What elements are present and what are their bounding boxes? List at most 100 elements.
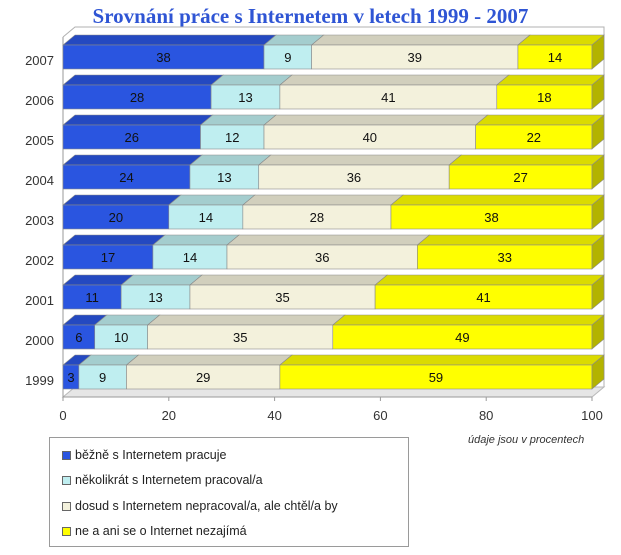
bar-segment bbox=[374, 284, 593, 310]
x-tick-label: 20 bbox=[162, 408, 176, 423]
legend-swatch bbox=[62, 475, 71, 485]
bar-segment-top bbox=[146, 314, 346, 326]
y-tick-label: 2007 bbox=[25, 53, 54, 68]
bar-segment-top bbox=[495, 74, 605, 86]
bar-segment-side bbox=[591, 74, 605, 110]
bar-segment-top bbox=[62, 194, 182, 206]
y-tick-label: 2006 bbox=[25, 93, 54, 108]
bar-segment bbox=[62, 204, 170, 230]
bar-segment bbox=[390, 204, 593, 230]
legend-item: ne a ani se o Internet nezajímá bbox=[62, 523, 247, 539]
legend: běžně s Internetem pracuje několikrát s … bbox=[49, 437, 409, 547]
data-label: 36 bbox=[347, 170, 361, 185]
x-tick-label: 100 bbox=[581, 408, 603, 423]
bar-segment bbox=[200, 124, 265, 150]
bar-segment bbox=[62, 164, 191, 190]
legend-swatch bbox=[62, 450, 71, 460]
y-tick-label: 2001 bbox=[25, 293, 54, 308]
data-label: 22 bbox=[527, 130, 541, 145]
y-tick-label: 2004 bbox=[25, 173, 54, 188]
legend-label: dosud s Internetem nepracoval/a, ale cht… bbox=[75, 499, 338, 513]
legend-item: běžně s Internetem pracuje bbox=[62, 447, 226, 463]
bar-segment bbox=[62, 44, 265, 70]
data-label: 28 bbox=[130, 90, 144, 105]
bar-segment-top bbox=[120, 274, 203, 286]
y-tick-label: 1999 bbox=[25, 373, 54, 388]
bar-segment bbox=[168, 204, 244, 230]
bar-segment-top bbox=[242, 194, 404, 206]
bar-segment bbox=[147, 324, 334, 350]
x-tick-label: 40 bbox=[267, 408, 281, 423]
units-note: údaje jsou v procentech bbox=[468, 434, 585, 446]
y-tick-label: 2002 bbox=[25, 253, 54, 268]
bar-segment-top bbox=[199, 114, 277, 126]
bar-segment bbox=[78, 364, 127, 390]
bar-segment-top bbox=[189, 154, 272, 166]
data-label: 9 bbox=[284, 50, 291, 65]
data-label: 41 bbox=[476, 290, 490, 305]
bar-segment-side bbox=[591, 234, 605, 270]
bar-segment-top bbox=[517, 34, 605, 46]
bar-segment bbox=[62, 324, 96, 350]
bar-segment bbox=[475, 124, 593, 150]
bar-segment-top bbox=[310, 34, 531, 46]
bar-segment-top bbox=[125, 354, 293, 366]
bar-segment bbox=[62, 84, 212, 110]
data-label: 13 bbox=[238, 90, 252, 105]
bar-segment-top bbox=[374, 274, 605, 286]
bar-segment bbox=[311, 44, 519, 70]
data-label: 13 bbox=[148, 290, 162, 305]
bar-segment bbox=[332, 324, 593, 350]
bar-segment bbox=[279, 84, 498, 110]
bar-segment bbox=[263, 124, 476, 150]
bar-segment-side bbox=[591, 114, 605, 150]
data-label: 26 bbox=[125, 130, 139, 145]
bar-segment-side bbox=[591, 194, 605, 230]
bar-segment bbox=[517, 44, 593, 70]
data-label: 13 bbox=[217, 170, 231, 185]
bar-segment-top bbox=[474, 114, 605, 126]
data-label: 14 bbox=[548, 50, 562, 65]
bar-segment-top bbox=[62, 74, 224, 86]
bar-segment-top bbox=[390, 194, 605, 206]
data-label: 35 bbox=[233, 330, 247, 345]
bar-segment-side bbox=[591, 34, 605, 70]
data-label: 18 bbox=[537, 90, 551, 105]
bar-segment-top bbox=[279, 354, 605, 366]
data-label: 10 bbox=[114, 330, 128, 345]
bar-segment bbox=[189, 284, 376, 310]
y-tick-label: 2003 bbox=[25, 213, 54, 228]
data-label: 17 bbox=[101, 250, 115, 265]
bar-segment-side bbox=[591, 154, 605, 190]
data-label: 6 bbox=[75, 330, 82, 345]
bar-segment bbox=[263, 44, 312, 70]
y-tick-label: 2005 bbox=[25, 133, 54, 148]
legend-swatch bbox=[62, 526, 71, 536]
legend-item: několikrát s Internetem pracoval/a bbox=[62, 472, 263, 488]
data-label: 38 bbox=[156, 50, 170, 65]
data-label: 29 bbox=[196, 370, 210, 385]
data-label: 27 bbox=[513, 170, 527, 185]
bar-segment-top bbox=[62, 154, 203, 166]
legend-label: několikrát s Internetem pracoval/a bbox=[75, 473, 263, 487]
data-label: 49 bbox=[455, 330, 469, 345]
bar-segment-top bbox=[62, 34, 277, 46]
data-label: 59 bbox=[429, 370, 443, 385]
data-label: 11 bbox=[85, 290, 99, 305]
bar-segment-top bbox=[62, 234, 166, 246]
chart-title: Srovnání práce s Internetem v letech 199… bbox=[92, 4, 529, 28]
legend-label: ne a ani se o Internet nezajímá bbox=[75, 524, 247, 538]
data-label: 12 bbox=[225, 130, 239, 145]
bar-segment bbox=[417, 244, 593, 270]
bar-segment-top bbox=[257, 154, 462, 166]
data-label: 3 bbox=[67, 370, 74, 385]
bar-segment-top bbox=[167, 194, 256, 206]
bar-segment-top bbox=[210, 74, 293, 86]
bar-segment-top bbox=[226, 234, 431, 246]
bar-segment-side bbox=[591, 274, 605, 310]
data-label: 40 bbox=[363, 130, 377, 145]
legend-swatch bbox=[62, 501, 71, 511]
bar-segment bbox=[242, 204, 392, 230]
bar-segment bbox=[258, 164, 450, 190]
